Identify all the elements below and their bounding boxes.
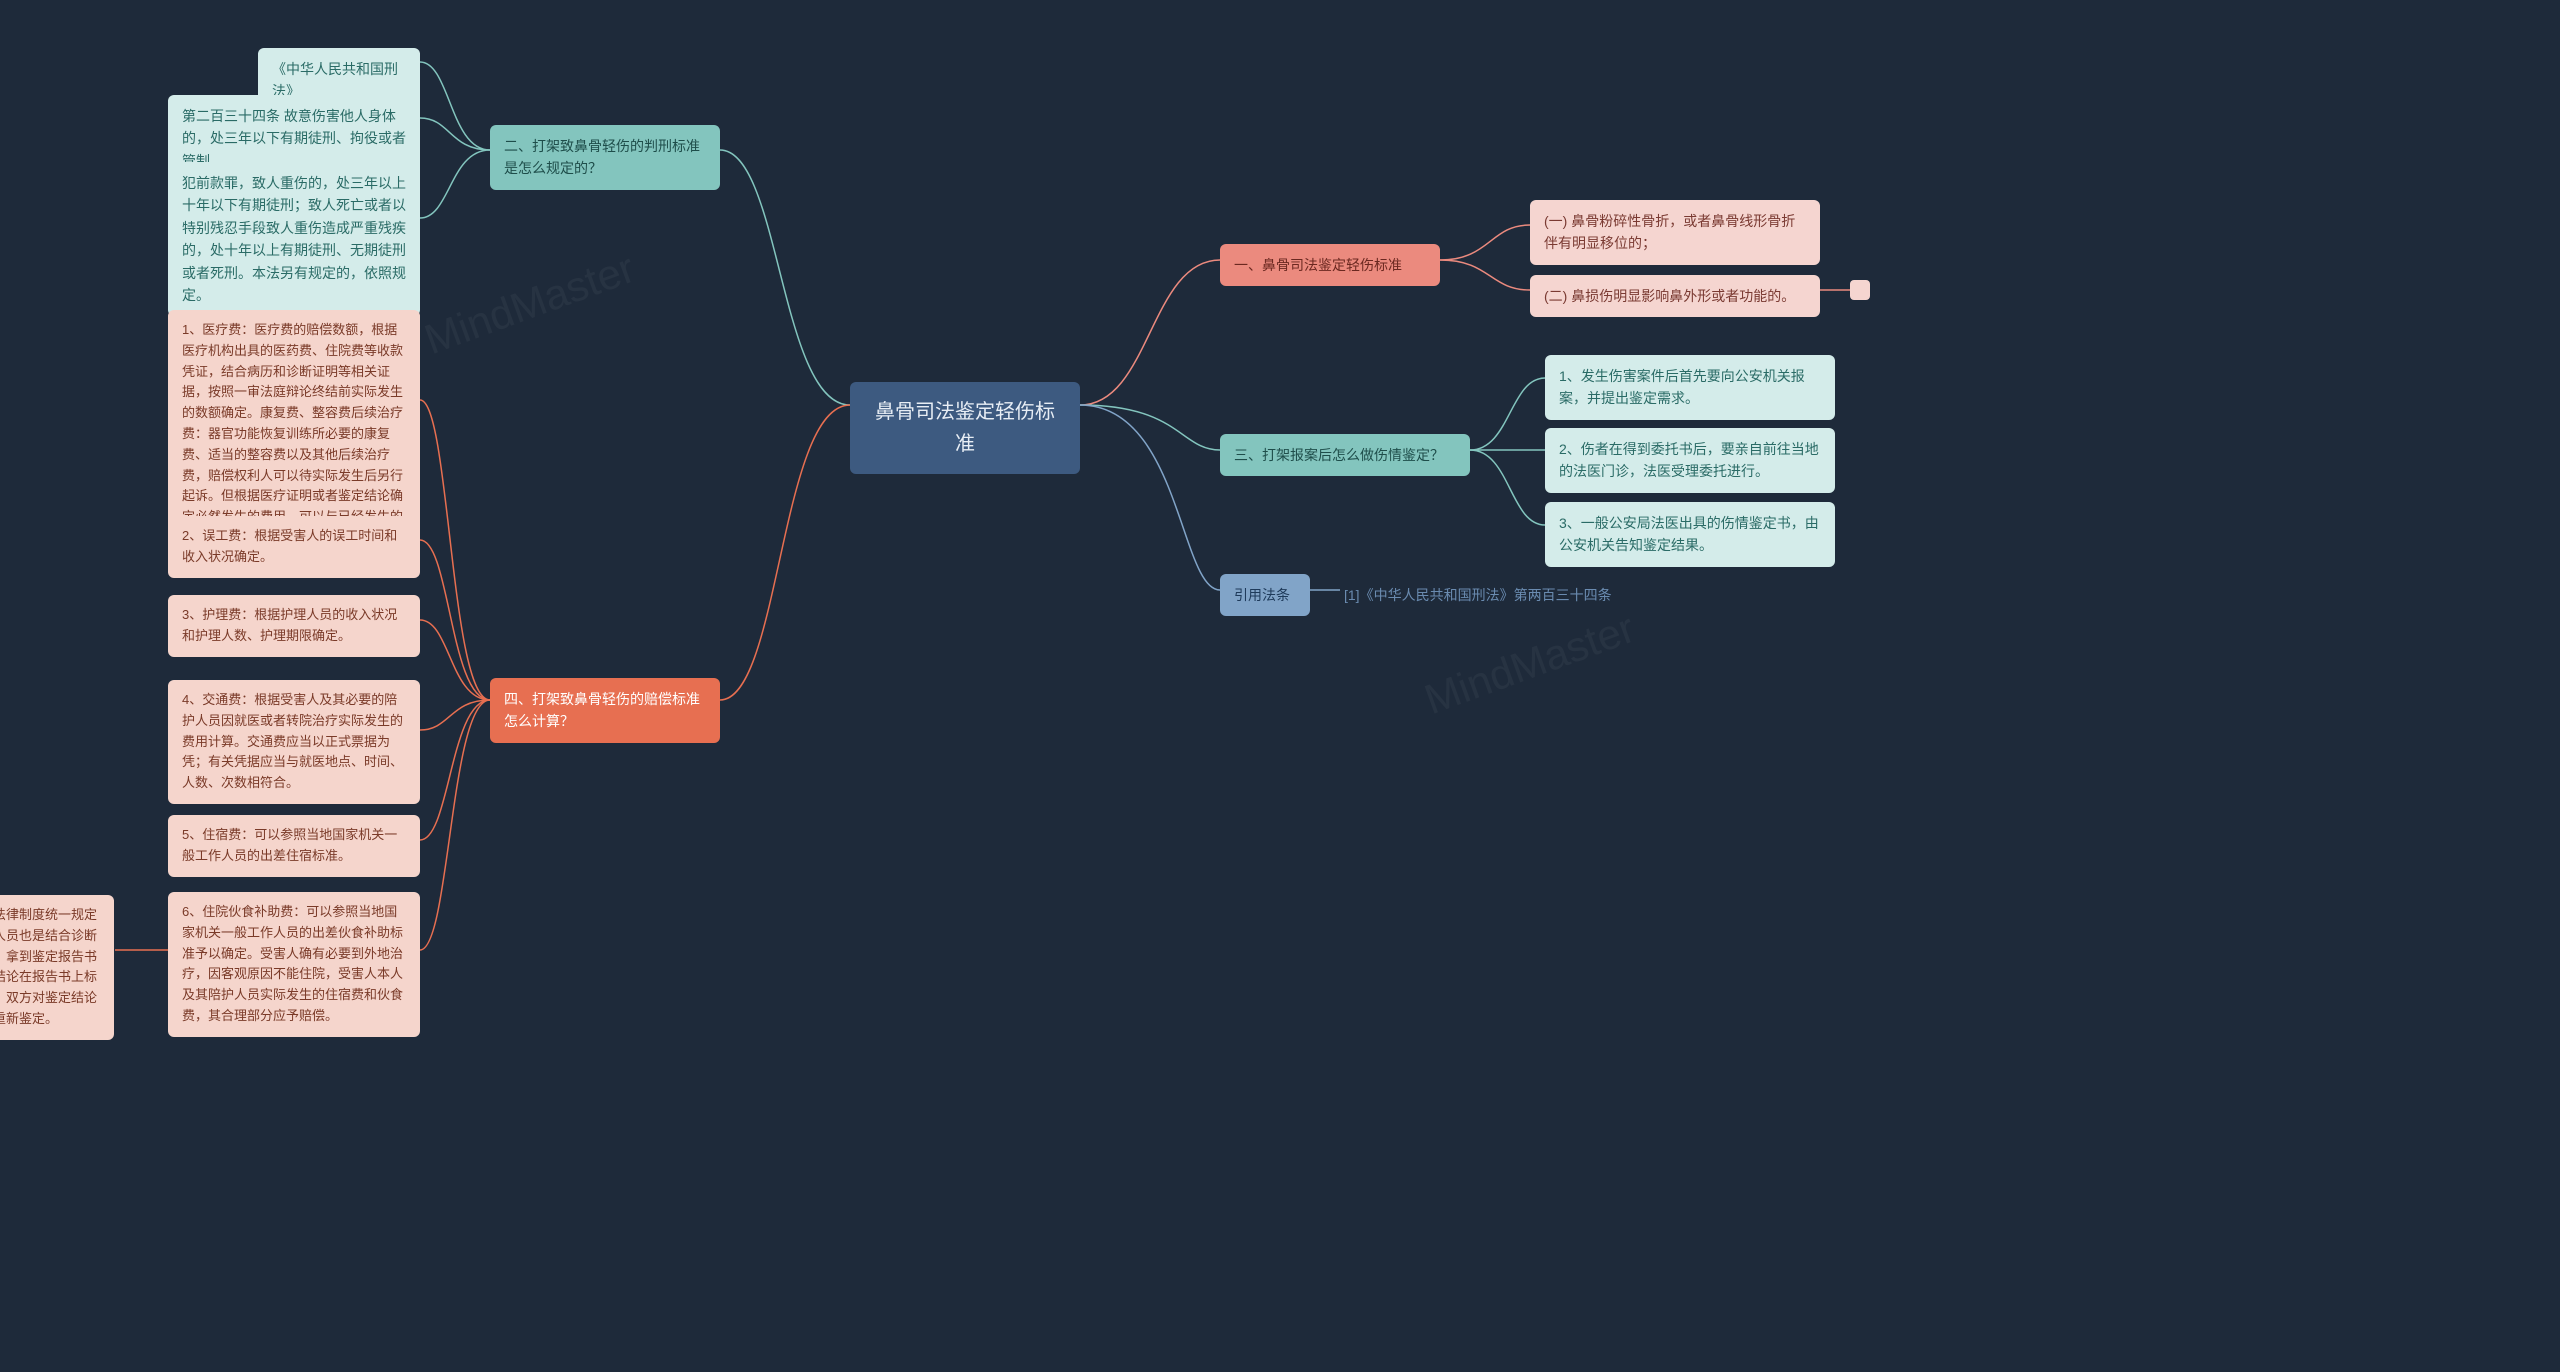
branch-5[interactable]: 引用法条 (1220, 574, 1310, 616)
branch-3-child-3[interactable]: 3、一般公安局法医出具的伤情鉴定书，由公安机关告知鉴定结果。 (1545, 502, 1835, 567)
branch-3-child-1[interactable]: 1、发生伤害案件后首先要向公安机关报案，并提出鉴定需求。 (1545, 355, 1835, 420)
branch-3-child-2[interactable]: 2、伤者在得到委托书后，要亲自前往当地的法医门诊，法医受理委托进行。 (1545, 428, 1835, 493)
branch-4-child-2[interactable]: 2、误工费：根据受害人的误工时间和收入状况确定。 (168, 516, 420, 578)
branch-1-child-1[interactable]: (一) 鼻骨粉碎性骨折，或者鼻骨线形骨折伴有明显移位的； (1530, 200, 1820, 265)
branch-1[interactable]: 一、鼻骨司法鉴定轻伤标准 (1220, 244, 1440, 286)
branch-1-child-2[interactable]: (二) 鼻损伤明显影响鼻外形或者功能的。 (1530, 275, 1820, 317)
branch-2-child-3[interactable]: 犯前款罪，致人重伤的，处三年以上十年以下有期徒刑；致人死亡或者以特别残忍手段致人… (168, 162, 420, 316)
watermark: MindMaster (1418, 604, 1641, 724)
collapsed-indicator[interactable] (1850, 280, 1870, 300)
branch-4[interactable]: 四、打架致鼻骨轻伤的赔偿标准怎么计算？ (490, 678, 720, 743)
branch-4-child-6-sub[interactable]: 伤情鉴定标准是国家法律制度统一规定的，鉴定机构的工作人员也是结合诊断证明确定伤情… (0, 895, 114, 1040)
watermark: MindMaster (418, 244, 641, 364)
branch-4-child-3[interactable]: 3、护理费：根据护理人员的收入状况和护理人数、护理期限确定。 (168, 595, 420, 657)
branch-4-child-6[interactable]: 6、住院伙食补助费：可以参照当地国家机关一般工作人员的出差伙食补助标准予以确定。… (168, 892, 420, 1037)
root-node[interactable]: 鼻骨司法鉴定轻伤标准 (850, 382, 1080, 474)
branch-4-child-5[interactable]: 5、住宿费：可以参照当地国家机关一般工作人员的出差住宿标准。 (168, 815, 420, 877)
branch-3[interactable]: 三、打架报案后怎么做伤情鉴定？ (1220, 434, 1470, 476)
branch-2[interactable]: 二、打架致鼻骨轻伤的判刑标准是怎么规定的？ (490, 125, 720, 190)
branch-4-child-4[interactable]: 4、交通费：根据受害人及其必要的陪护人员因就医或者转院治疗实际发生的费用计算。交… (168, 680, 420, 804)
branch-5-child-1[interactable]: [1]《中华人民共和国刑法》第两百三十四条 (1340, 578, 1616, 612)
